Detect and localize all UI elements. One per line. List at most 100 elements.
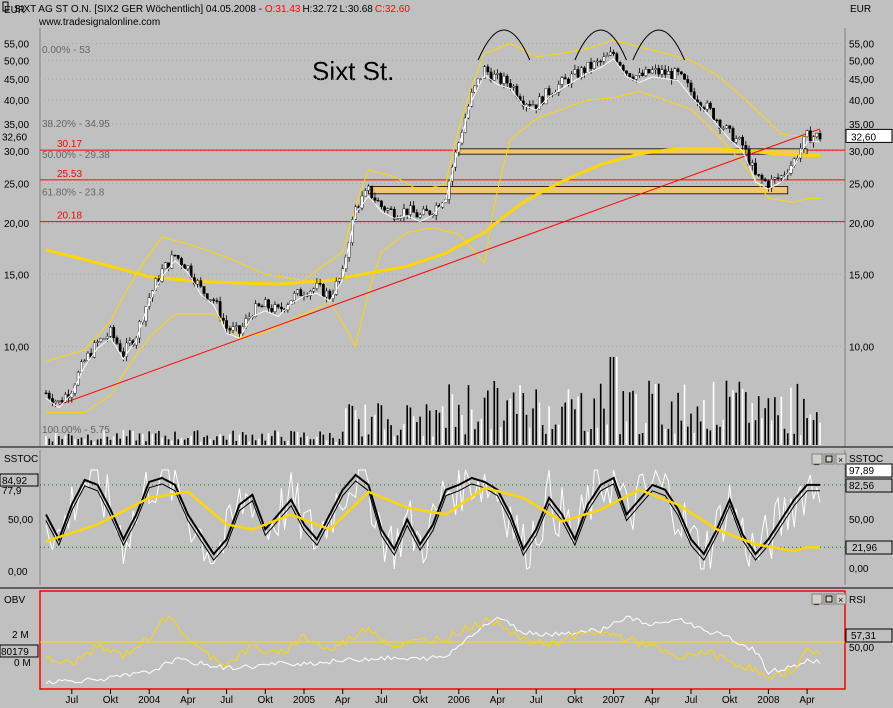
volume-bar [516,413,518,445]
candle [708,102,712,109]
volume-bar [419,416,421,445]
candle [112,326,116,339]
volume-bar [87,434,89,445]
candle [105,336,109,339]
candle [196,280,199,285]
candle [573,69,577,75]
close-icon: × [838,595,843,605]
candle [257,303,261,307]
fib-level-label: 38.20% - 34.95 [42,119,110,130]
minimize-button[interactable] [811,453,823,465]
volume-bar [132,431,134,445]
stoch-value-right-2: 82,56 [849,481,874,492]
volume-bar [196,430,199,445]
volume-bar [628,392,631,445]
candle [654,68,657,70]
header-line: SIXT AG ST O.N. [SIX2 GER Wöchentlich] 0… [14,4,410,15]
x-tick-label: Jul [685,695,698,706]
candle [376,200,380,202]
volume-bar [625,421,628,445]
volume-bar [303,432,305,445]
volume-bar [325,440,328,445]
candle [392,209,396,220]
volume-bar [670,401,673,445]
volume-bar [251,434,254,445]
volume-bar [280,436,283,445]
volume-bar [664,428,666,445]
minimize-button[interactable] [811,593,823,605]
volume-bar [470,409,473,445]
volume-bar [296,432,299,445]
volume-bar [264,440,267,445]
volume-bar [412,416,415,445]
maximize-button[interactable] [823,453,835,465]
rsi-line [45,616,821,681]
maximize-icon [825,455,833,463]
volume-bar [786,433,789,445]
obv-value-left: 80179 [1,647,29,658]
volume-bar [474,429,476,445]
y-tick-label-right: 25,00 [849,180,874,191]
unit-left: EUR [4,5,25,16]
candle [280,306,283,310]
volume-bar [596,427,599,445]
stochastic-lines [40,469,845,570]
volume-bar [441,406,444,445]
volume-bar [674,433,676,445]
candle [563,77,567,80]
candle [670,71,674,80]
volume-bar [290,430,292,445]
volume-bar [383,429,386,445]
candle [367,185,370,191]
candle [605,55,609,58]
volume-bar [815,412,818,445]
volume-bar [71,435,73,445]
volume-bar [267,433,270,445]
volume-bar [335,441,338,445]
stoch-value-left-2: 77,9 [2,486,22,497]
stoch-value-left: 84,92 [2,476,27,487]
candle [734,138,738,143]
candle [273,304,277,312]
volume-bar [61,439,63,445]
candle [812,136,815,143]
maximize-button[interactable] [823,593,835,605]
candle [128,340,132,344]
candle [234,325,238,327]
candle [628,73,632,78]
volume-bar [67,433,70,445]
candle [737,137,741,139]
y-tick-label: 50,00 [4,56,29,67]
x-tick-label: Okt [258,695,274,706]
x-tick-label: 2008 [757,695,780,706]
candle [228,328,232,331]
volume-bar [254,440,257,445]
volume-bar [45,436,47,445]
candle [163,262,167,270]
header-high: H:32.72 [302,4,337,15]
volume-bar [212,440,215,445]
candle [496,73,499,75]
candle [763,178,767,182]
close-button[interactable] [835,453,847,465]
volume-bar [761,418,763,445]
volume-bar [177,439,180,445]
stochastic-panel: SSTOC SSTOC 84,92 77,9 50,00 0,00 97,89 … [0,450,893,585]
volume-bar [222,435,225,445]
stoch-fast-line [45,469,821,570]
candle [202,286,206,294]
candle [570,73,574,84]
close-button[interactable] [835,593,847,605]
candle [689,82,693,92]
candle [638,72,641,76]
candle-icon [2,1,9,12]
volume-bar [167,439,170,445]
candle [299,289,303,297]
volume-bar [454,426,457,445]
volume-bar [699,421,702,445]
volume-bar [180,437,183,445]
candle [663,69,667,75]
candle [760,174,764,180]
volume-bar [567,389,570,445]
rsi-badge-right [845,628,893,643]
